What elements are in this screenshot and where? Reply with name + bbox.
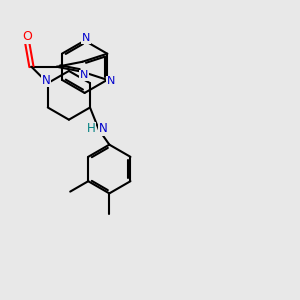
Text: N: N [99,122,108,135]
Text: N: N [82,33,90,43]
Text: N: N [42,74,51,87]
Text: N: N [80,70,88,80]
Text: H: H [87,122,96,135]
Text: O: O [22,30,32,43]
Text: N: N [106,76,115,86]
